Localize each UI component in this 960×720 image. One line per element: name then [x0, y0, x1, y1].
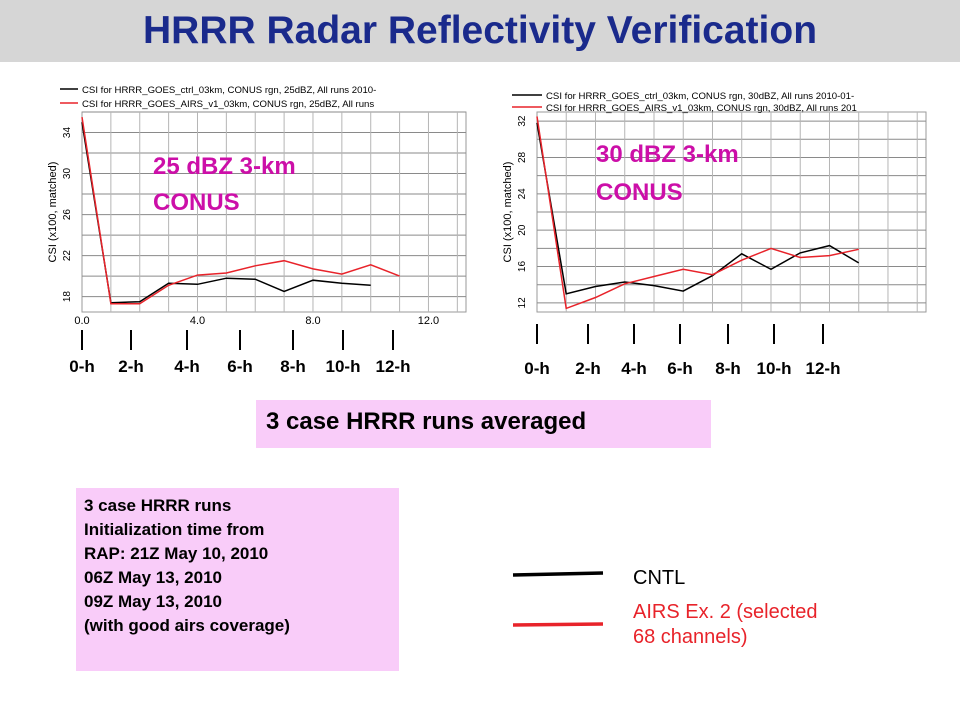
- hour-mark-label: 0-h: [524, 359, 550, 378]
- hour-mark-label: 8-h: [715, 359, 741, 378]
- chart-overlay-label: 30 dBZ 3-km: [596, 141, 739, 168]
- hour-mark-label: 4-h: [621, 359, 647, 378]
- y-tick-label: 12: [517, 297, 528, 309]
- y-axis-label: CSI (x100, matched): [47, 162, 59, 263]
- series-line-cntl: [81, 122, 371, 304]
- hour-mark-label: 6-h: [667, 359, 693, 378]
- y-tick-label: 32: [517, 115, 528, 127]
- legend-entry: CSI for HRRR_GOES_ctrl_03km, CONUS rgn, …: [546, 91, 854, 102]
- legend-label-airs-line: 68 channels): [633, 626, 748, 648]
- averaged-label: 3 case HRRR runs averaged: [266, 408, 587, 435]
- legend-label-cntl: CNTL: [633, 567, 686, 589]
- legend-entry: CSI for HRRR_GOES_AIRS_v1_03km, CONUS rg…: [82, 99, 374, 110]
- series-line-airs: [81, 116, 400, 305]
- y-tick-label: 20: [517, 224, 528, 236]
- info-line: Initialization time from: [84, 520, 265, 539]
- series-line-airs: [536, 116, 859, 310]
- y-tick-label: 18: [62, 291, 73, 303]
- y-tick-label: 28: [517, 151, 528, 163]
- hour-mark-label: 8-h: [280, 357, 306, 376]
- x-tick-label: 4.0: [190, 315, 205, 327]
- y-axis-label: CSI (x100, matched): [502, 162, 514, 263]
- hour-mark-label: 2-h: [118, 357, 144, 376]
- legend-label-airs: AIRS Ex. 2 (selected 68 channels): [633, 600, 818, 650]
- y-tick-label: 22: [62, 250, 73, 262]
- hour-mark-label: 2-h: [575, 359, 601, 378]
- legend-entry: CSI for HRRR_GOES_ctrl_03km, CONUS rgn, …: [82, 85, 376, 96]
- series-line-cntl: [536, 122, 860, 295]
- chart-overlay-label: CONUS: [153, 189, 240, 216]
- y-tick-label: 24: [517, 188, 528, 200]
- info-line: RAP: 21Z May 10, 2010: [84, 544, 269, 563]
- title-bar: [0, 0, 960, 62]
- info-line: 09Z May 13, 2010: [84, 592, 222, 611]
- info-line: 3 case HRRR runs: [84, 496, 232, 515]
- x-tick-label: 12.0: [418, 315, 439, 327]
- info-line: (with good airs coverage): [84, 616, 290, 635]
- chart-overlay-label: CONUS: [596, 179, 683, 206]
- legend-entry: CSI for HRRR_GOES_AIRS_v1_03km, CONUS rg…: [546, 103, 857, 114]
- hour-mark-label: 0-h: [69, 357, 95, 376]
- y-tick-label: 34: [62, 127, 73, 139]
- x-tick-label: 0.0: [74, 315, 89, 327]
- info-box: 3 case HRRR runs Initialization time fro…: [76, 488, 399, 671]
- hour-mark-label: 12-h: [806, 359, 841, 378]
- legend-label-airs-line: AIRS Ex. 2 (selected: [633, 601, 818, 623]
- legend-swatch-cntl: [512, 571, 604, 577]
- averaged-label-box: 3 case HRRR runs averaged: [256, 400, 711, 448]
- slide-title: HRRR Radar Reflectivity Verification: [142, 9, 818, 52]
- hour-mark-label: 12-h: [376, 357, 411, 376]
- y-tick-label: 30: [62, 168, 73, 180]
- legend-swatch-airs: [512, 622, 604, 627]
- hour-mark-label: 6-h: [227, 357, 253, 376]
- info-line: 06Z May 13, 2010: [84, 568, 222, 587]
- chart-overlay-label: 25 dBZ 3-km: [153, 153, 296, 180]
- x-tick-label: 8.0: [305, 315, 320, 327]
- hour-mark-label: 10-h: [326, 357, 361, 376]
- hour-mark-label: 4-h: [174, 357, 200, 376]
- y-tick-label: 16: [517, 261, 528, 273]
- hour-mark-label: 10-h: [757, 359, 792, 378]
- y-tick-label: 26: [62, 209, 73, 221]
